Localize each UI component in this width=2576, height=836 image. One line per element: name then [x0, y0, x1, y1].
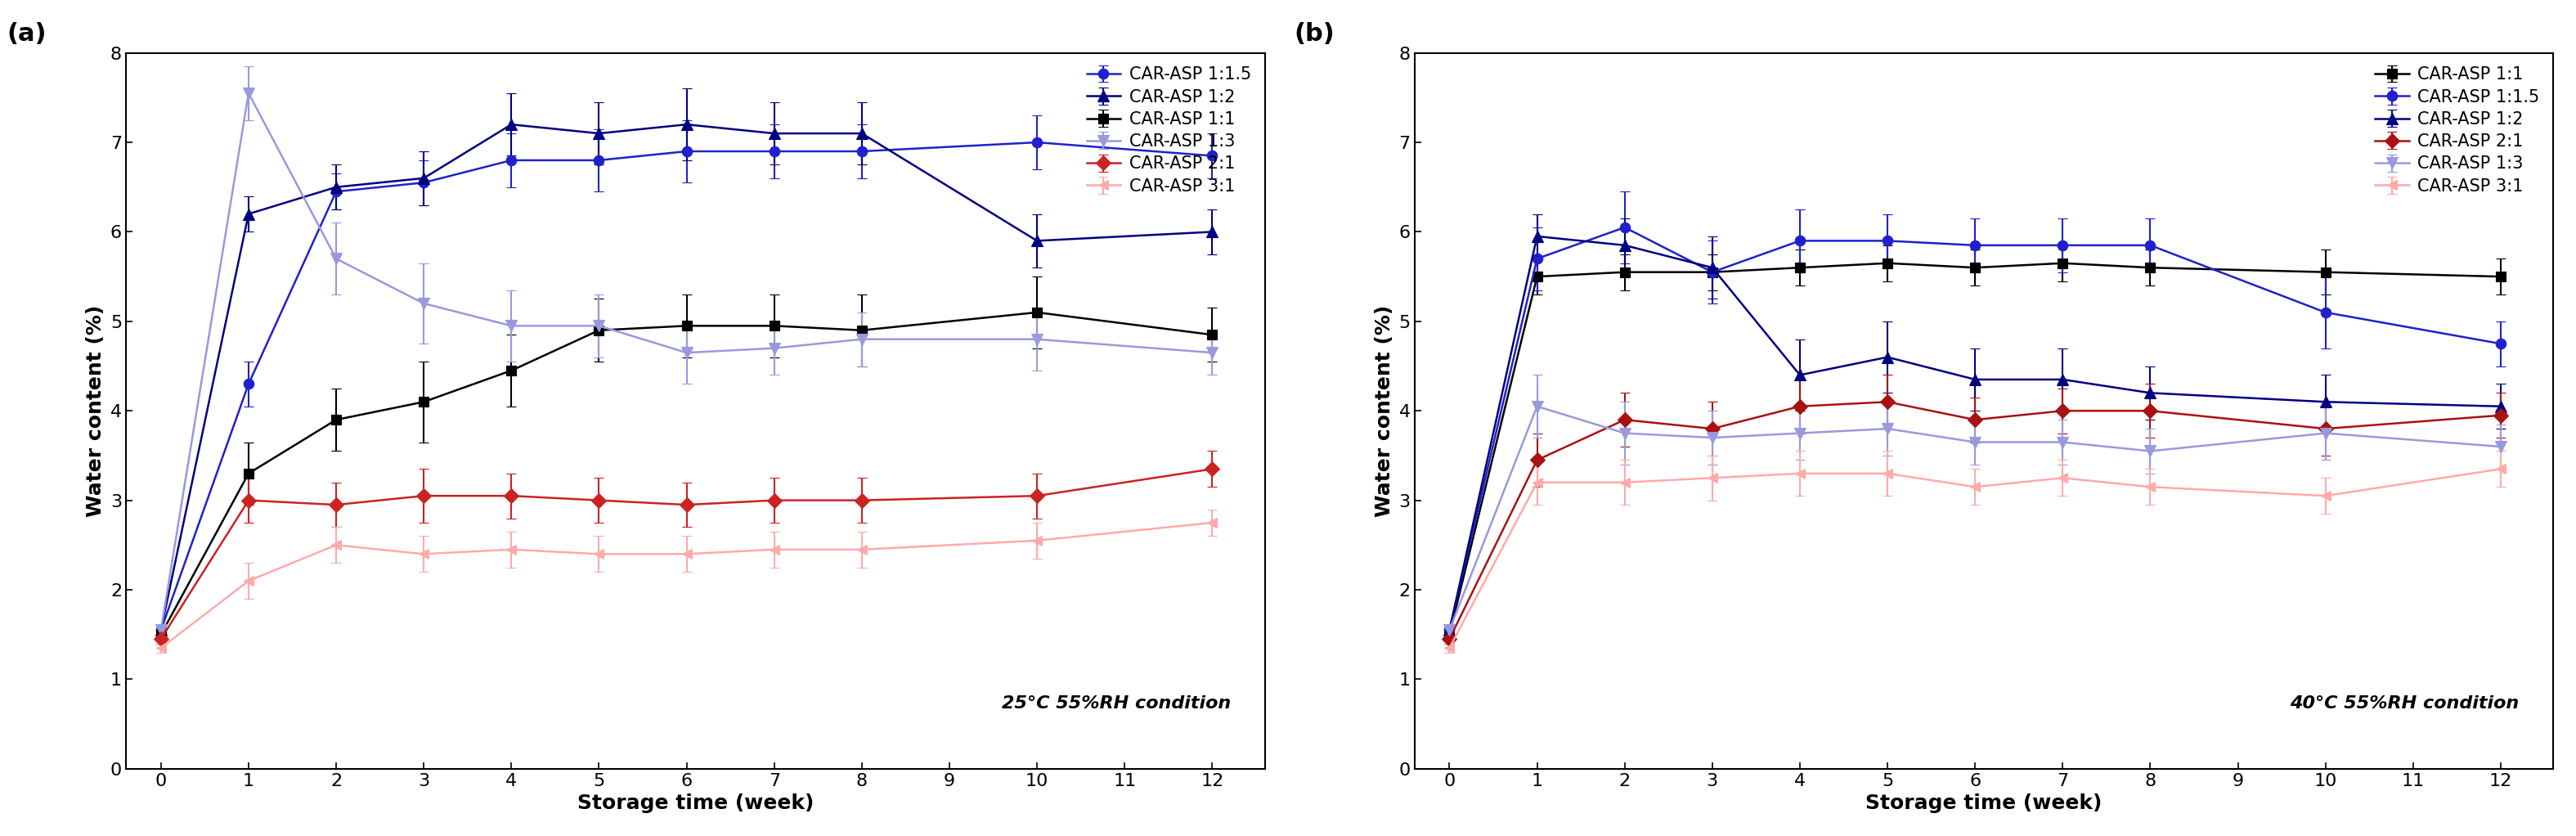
Text: (b): (b)	[1293, 22, 1334, 46]
Y-axis label: Water content (%): Water content (%)	[85, 305, 106, 517]
X-axis label: Storage time (week): Storage time (week)	[577, 793, 814, 813]
Y-axis label: Water content (%): Water content (%)	[1376, 305, 1394, 517]
Text: (a): (a)	[8, 22, 46, 46]
Text: 40°C 55%RH condition: 40°C 55%RH condition	[2290, 695, 2519, 711]
Legend: CAR-ASP 1:1, CAR-ASP 1:1.5, CAR-ASP 1:2, CAR-ASP 2:1, CAR-ASP 1:3, CAR-ASP 3:1: CAR-ASP 1:1, CAR-ASP 1:1.5, CAR-ASP 1:2,…	[2370, 61, 2545, 200]
Legend: CAR-ASP 1:1.5, CAR-ASP 1:2, CAR-ASP 1:1, CAR-ASP 1:3, CAR-ASP 2:1, CAR-ASP 3:1: CAR-ASP 1:1.5, CAR-ASP 1:2, CAR-ASP 1:1,…	[1082, 61, 1257, 200]
X-axis label: Storage time (week): Storage time (week)	[1865, 793, 2102, 813]
Text: 25°C 55%RH condition: 25°C 55%RH condition	[1002, 695, 1231, 711]
